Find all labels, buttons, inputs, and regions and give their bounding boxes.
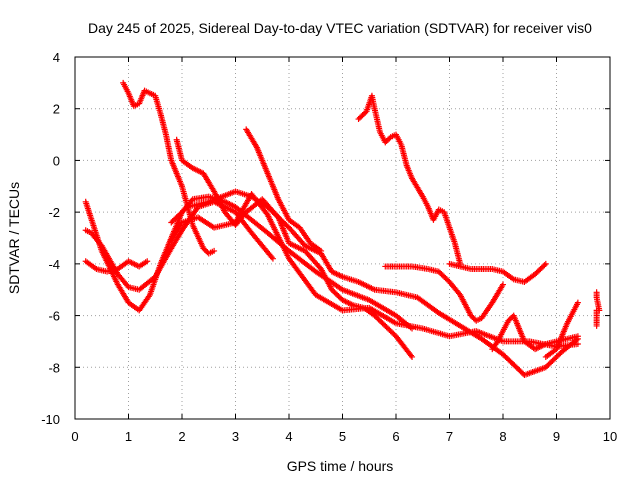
x-axis-label: GPS time / hours — [287, 458, 394, 474]
series-track-e — [173, 136, 416, 360]
series-track-m — [542, 299, 581, 360]
series-track-h — [243, 126, 325, 254]
data-point — [269, 255, 276, 262]
series-track-d — [120, 79, 218, 257]
series-track-i — [355, 92, 464, 267]
data-point — [407, 352, 414, 359]
x-tick-label: 5 — [339, 429, 346, 444]
y-tick-label: 0 — [53, 153, 60, 168]
data-point — [144, 258, 151, 265]
y-tick-label: -6 — [48, 309, 60, 324]
grid — [75, 57, 610, 419]
series-track-b — [82, 198, 276, 293]
axis-ticks: 0 1 2 3 4 5 6 7 8 9 10 -10 -8 -6 -4 -2 0 2 4 — [41, 50, 617, 444]
data-point — [542, 260, 549, 267]
y-tick-label: -8 — [48, 360, 60, 375]
x-tick-label: 6 — [392, 429, 399, 444]
x-tick-label: 10 — [603, 429, 617, 444]
series-track-k — [446, 260, 549, 285]
data-point — [211, 247, 218, 254]
series-track-n — [593, 289, 603, 329]
series-track-g — [168, 188, 581, 379]
series-track-l — [489, 312, 581, 353]
data-point — [541, 262, 548, 269]
data-marks — [82, 79, 603, 379]
x-tick-label: 8 — [499, 429, 506, 444]
series-track-j — [382, 263, 506, 324]
data-point — [362, 109, 369, 116]
data-point — [386, 135, 393, 142]
x-tick-label: 7 — [446, 429, 453, 444]
plot-frame — [74, 56, 611, 420]
data-point — [574, 299, 581, 306]
data-point — [183, 205, 190, 212]
x-tick-label: 4 — [285, 429, 292, 444]
data-point — [409, 353, 416, 360]
data-point — [500, 281, 506, 288]
chart-title: Day 245 of 2025, Sidereal Day-to-day VTE… — [88, 20, 592, 36]
y-tick-label: 4 — [53, 50, 60, 65]
y-tick-label: 2 — [53, 102, 60, 117]
data-point — [263, 210, 270, 217]
data-point — [593, 322, 600, 329]
data-point — [574, 341, 581, 348]
y-axis-label: SDTVAR / TECUs — [6, 182, 22, 294]
y-tick-label: -2 — [48, 205, 60, 220]
x-tick-label: 2 — [178, 429, 185, 444]
y-tick-label: -4 — [48, 257, 60, 272]
x-tick-label: 9 — [553, 429, 560, 444]
series-track-c — [82, 258, 151, 275]
y-tick-label: -10 — [41, 412, 60, 427]
x-tick-label: 0 — [71, 429, 78, 444]
x-tick-label: 3 — [232, 429, 239, 444]
data-point — [318, 247, 325, 254]
x-tick-label: 1 — [125, 429, 132, 444]
data-point — [574, 333, 581, 340]
